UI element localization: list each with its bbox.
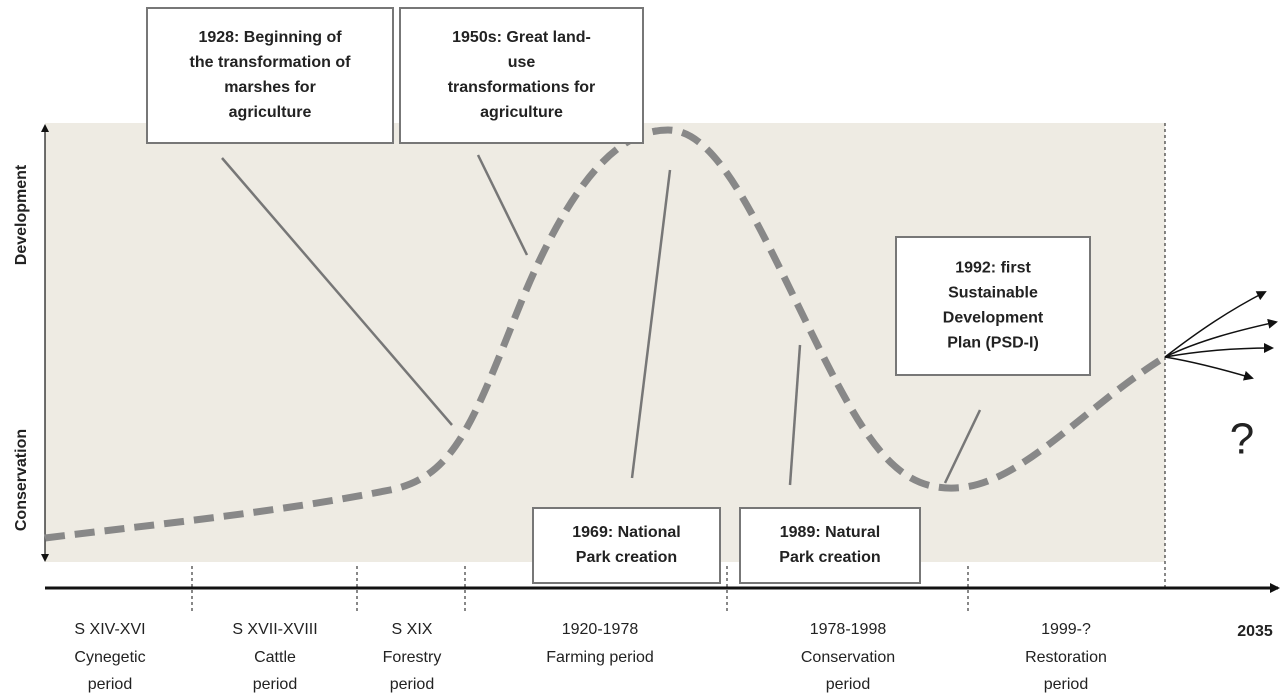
annotation-text: use — [508, 54, 536, 71]
annotation-text: the transformation of — [190, 54, 352, 71]
period-dates: 1920-1978 — [562, 621, 639, 638]
period-dates: S XIX — [392, 621, 433, 638]
period-dates: S XIV-XVI — [74, 621, 145, 638]
period-name: Conservation — [801, 649, 895, 666]
annotation-text: Development — [943, 310, 1044, 327]
period-name: Restoration — [1025, 649, 1107, 666]
annotation-box — [399, 7, 644, 144]
trend-curve — [44, 126, 1167, 542]
period-dividers — [191, 566, 969, 612]
leader-lines — [221, 154, 982, 486]
period-name: period — [253, 676, 297, 693]
annotation-text: 1992: first — [955, 260, 1031, 277]
period-dates: 1999-? — [1041, 621, 1091, 638]
annotation-text: marshes for — [224, 79, 316, 96]
annotation-box — [739, 507, 921, 584]
annotation-text: 1989: Natural — [780, 524, 881, 541]
annotation-box — [895, 236, 1091, 376]
period-name: period — [826, 676, 870, 693]
annotation-text: transformations for — [448, 79, 596, 96]
period-dates: S XVII-XVIII — [232, 621, 317, 638]
period-name: Cynegetic — [74, 649, 145, 666]
annotation-text: Sustainable — [948, 285, 1038, 302]
annotation-text: Park creation — [576, 549, 677, 566]
period-name: Cattle — [254, 649, 296, 666]
period-name: period — [1044, 676, 1088, 693]
annotation-text: Park creation — [779, 549, 880, 566]
annotation-text: Plan (PSD-I) — [947, 335, 1039, 352]
annotation-text: 1950s: Great land- — [452, 29, 591, 46]
period-name: Farming period — [546, 649, 654, 666]
axis-bottom-label: Conservation — [13, 429, 30, 531]
period-name: Forestry — [383, 649, 442, 666]
period-name: period — [390, 676, 434, 693]
period-name: period — [88, 676, 132, 693]
unknown-future: ? — [1230, 415, 1254, 464]
end-year: 2035 — [1237, 623, 1273, 640]
annotation-text: agriculture — [229, 104, 312, 121]
annotation-text: agriculture — [480, 104, 563, 121]
future-arrows — [1164, 291, 1278, 381]
period-dates: 1978-1998 — [810, 621, 887, 638]
annotation-box — [532, 507, 721, 584]
axis-top-label: Development — [13, 164, 30, 265]
annotation-text: 1928: Beginning of — [198, 29, 342, 46]
annotation-text: 1969: National — [572, 524, 680, 541]
annotation-box — [146, 7, 394, 144]
